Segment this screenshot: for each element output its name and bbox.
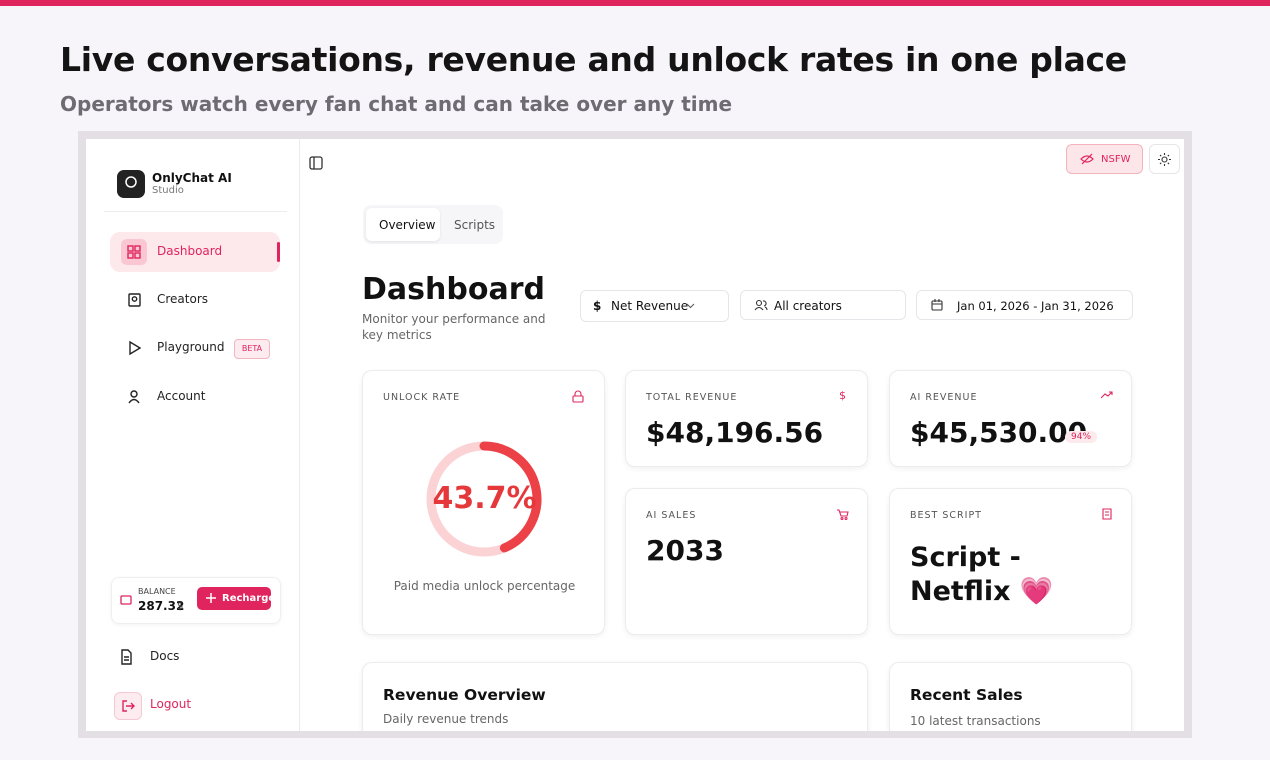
page-title: Dashboard — [362, 272, 545, 307]
unlock-caption: Paid media unlock percentage — [393, 579, 576, 593]
balance-card: BALANCE 287.32 $ Recharge — [111, 577, 281, 624]
filter-label: All creators — [774, 299, 842, 313]
unlock-value: 43.7% — [432, 481, 537, 516]
beta-badge: BETA — [234, 339, 270, 359]
card-label: UNLOCK RATE — [383, 392, 461, 403]
card-value: 2033 — [646, 534, 724, 567]
card-label: TOTAL REVENUE — [646, 392, 738, 403]
brand-name: OnlyChat AI — [152, 171, 232, 185]
metric-select[interactable]: $ Net Revenue — [580, 290, 729, 322]
date-range[interactable]: Jan 01, 2026 - Jan 31, 2026 — [916, 290, 1133, 320]
nav-item[interactable]: Account — [110, 377, 280, 417]
nav-label: Dashboard — [157, 244, 223, 258]
nav-label: Docs — [150, 649, 180, 663]
tabs: Overview Scripts — [363, 205, 503, 244]
panel-title: Revenue Overview — [383, 686, 546, 704]
icon — [113, 644, 139, 670]
tab-label[interactable]: Scripts — [454, 218, 496, 232]
panel: Revenue Overview Daily revenue trends — [362, 662, 868, 731]
stat-card: AI REVENUE $45,530.00 94% — [889, 370, 1132, 467]
active-indicator — [277, 242, 280, 262]
card-label: AI SALES — [646, 510, 697, 521]
stat-card: AI SALES 2033 — [625, 488, 868, 635]
ring-arc — [479, 441, 542, 553]
card-value: Script - Netflix 💗 — [910, 542, 1054, 607]
tab-label: Overview — [379, 218, 436, 232]
filter-label: Jan 01, 2026 - Jan 31, 2026 — [957, 299, 1114, 313]
icon — [114, 692, 142, 720]
recharge-button[interactable]: Recharge — [197, 587, 275, 610]
icon — [121, 287, 147, 313]
headline: Live conversations, revenue and unlock r… — [60, 40, 1127, 79]
stat-card: TOTAL REVENUE $ $48,196.56 — [625, 370, 868, 467]
creator-select[interactable]: All creators — [740, 290, 906, 320]
nsfw-toggle[interactable]: NSFW — [1066, 144, 1143, 174]
button-label: Recharge — [222, 593, 276, 604]
nav-label: Logout — [150, 697, 192, 711]
nav-item[interactable]: Logout — [110, 685, 280, 725]
filter-label: Net Revenue — [611, 299, 689, 313]
card-label: AI REVENUE — [910, 392, 978, 403]
icon — [121, 239, 147, 265]
stat-card: BEST SCRIPT Script - Netflix 💗 — [889, 488, 1132, 635]
unlock-card: UNLOCK RATE 43.7% Paid media unlock perc… — [362, 370, 605, 635]
icon — [121, 335, 147, 361]
share-badge: 94% — [1065, 431, 1098, 443]
nav-label: Playground — [157, 340, 225, 354]
sidebar: OnlyChat AI Studio Dashboard Creators Pl… — [86, 139, 300, 731]
tab-active[interactable]: Overview — [366, 208, 440, 241]
theme-toggle[interactable] — [1149, 144, 1180, 174]
sidebar-toggle[interactable] — [309, 156, 323, 170]
nav-label: Account — [157, 389, 206, 403]
brand-sub: Studio — [152, 185, 184, 196]
nav-item[interactable]: Dashboard — [110, 232, 280, 272]
top-stripe — [0, 0, 1270, 6]
nav-item[interactable]: Creators — [110, 280, 280, 320]
icon — [121, 384, 147, 410]
divider — [104, 211, 287, 212]
balance-unit: $ — [177, 601, 184, 612]
panel: Recent Sales 10 latest transactions — [889, 662, 1132, 731]
app-window: OnlyChat AI Studio Dashboard Creators Pl… — [86, 139, 1184, 731]
nsfw-label: NSFW — [1101, 154, 1131, 165]
card-label: BEST SCRIPT — [910, 510, 982, 521]
balance-amount: 287.32 — [138, 599, 185, 613]
ring-chart — [426, 441, 542, 557]
panel-subtitle: Daily revenue trends — [383, 712, 509, 726]
logo — [117, 170, 145, 198]
card-value: $45,530.00 — [910, 416, 1088, 449]
app-frame: OnlyChat AI Studio Dashboard Creators Pl… — [78, 131, 1192, 738]
panel-title: Recent Sales — [910, 686, 1023, 704]
panel-subtitle: 10 latest transactions — [910, 714, 1041, 728]
nav-item[interactable]: Docs — [110, 637, 280, 677]
page-subtitle: Monitor your performance and key metrics — [362, 312, 546, 342]
balance-label: BALANCE — [138, 587, 176, 596]
card-value: $48,196.56 — [646, 416, 824, 449]
subheadline: Operators watch every fan chat and can t… — [60, 92, 733, 116]
nav-label: Creators — [157, 292, 209, 306]
nav-item[interactable]: Playground — [110, 328, 280, 368]
